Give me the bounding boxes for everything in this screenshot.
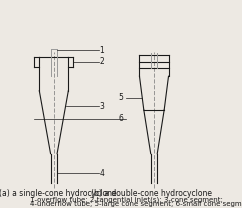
Text: 1-overflow tube; 2-tangential inlet(s); 3-cone segment;: 1-overflow tube; 2-tangential inlet(s); … — [30, 196, 223, 203]
Text: 3: 3 — [99, 102, 105, 111]
Text: (b) a double-cone hydrocyclone: (b) a double-cone hydrocyclone — [91, 189, 212, 198]
Text: 5: 5 — [119, 93, 123, 102]
Text: 6: 6 — [119, 114, 123, 123]
Text: (a) a single-cone hydrocyclone: (a) a single-cone hydrocyclone — [0, 189, 116, 198]
Text: 2: 2 — [99, 57, 104, 66]
Text: 4: 4 — [99, 168, 105, 178]
Text: 1: 1 — [99, 46, 104, 54]
Text: 4-underflow tube; 5-large cone segment; 6-small cone segment: 4-underflow tube; 5-large cone segment; … — [30, 201, 242, 207]
